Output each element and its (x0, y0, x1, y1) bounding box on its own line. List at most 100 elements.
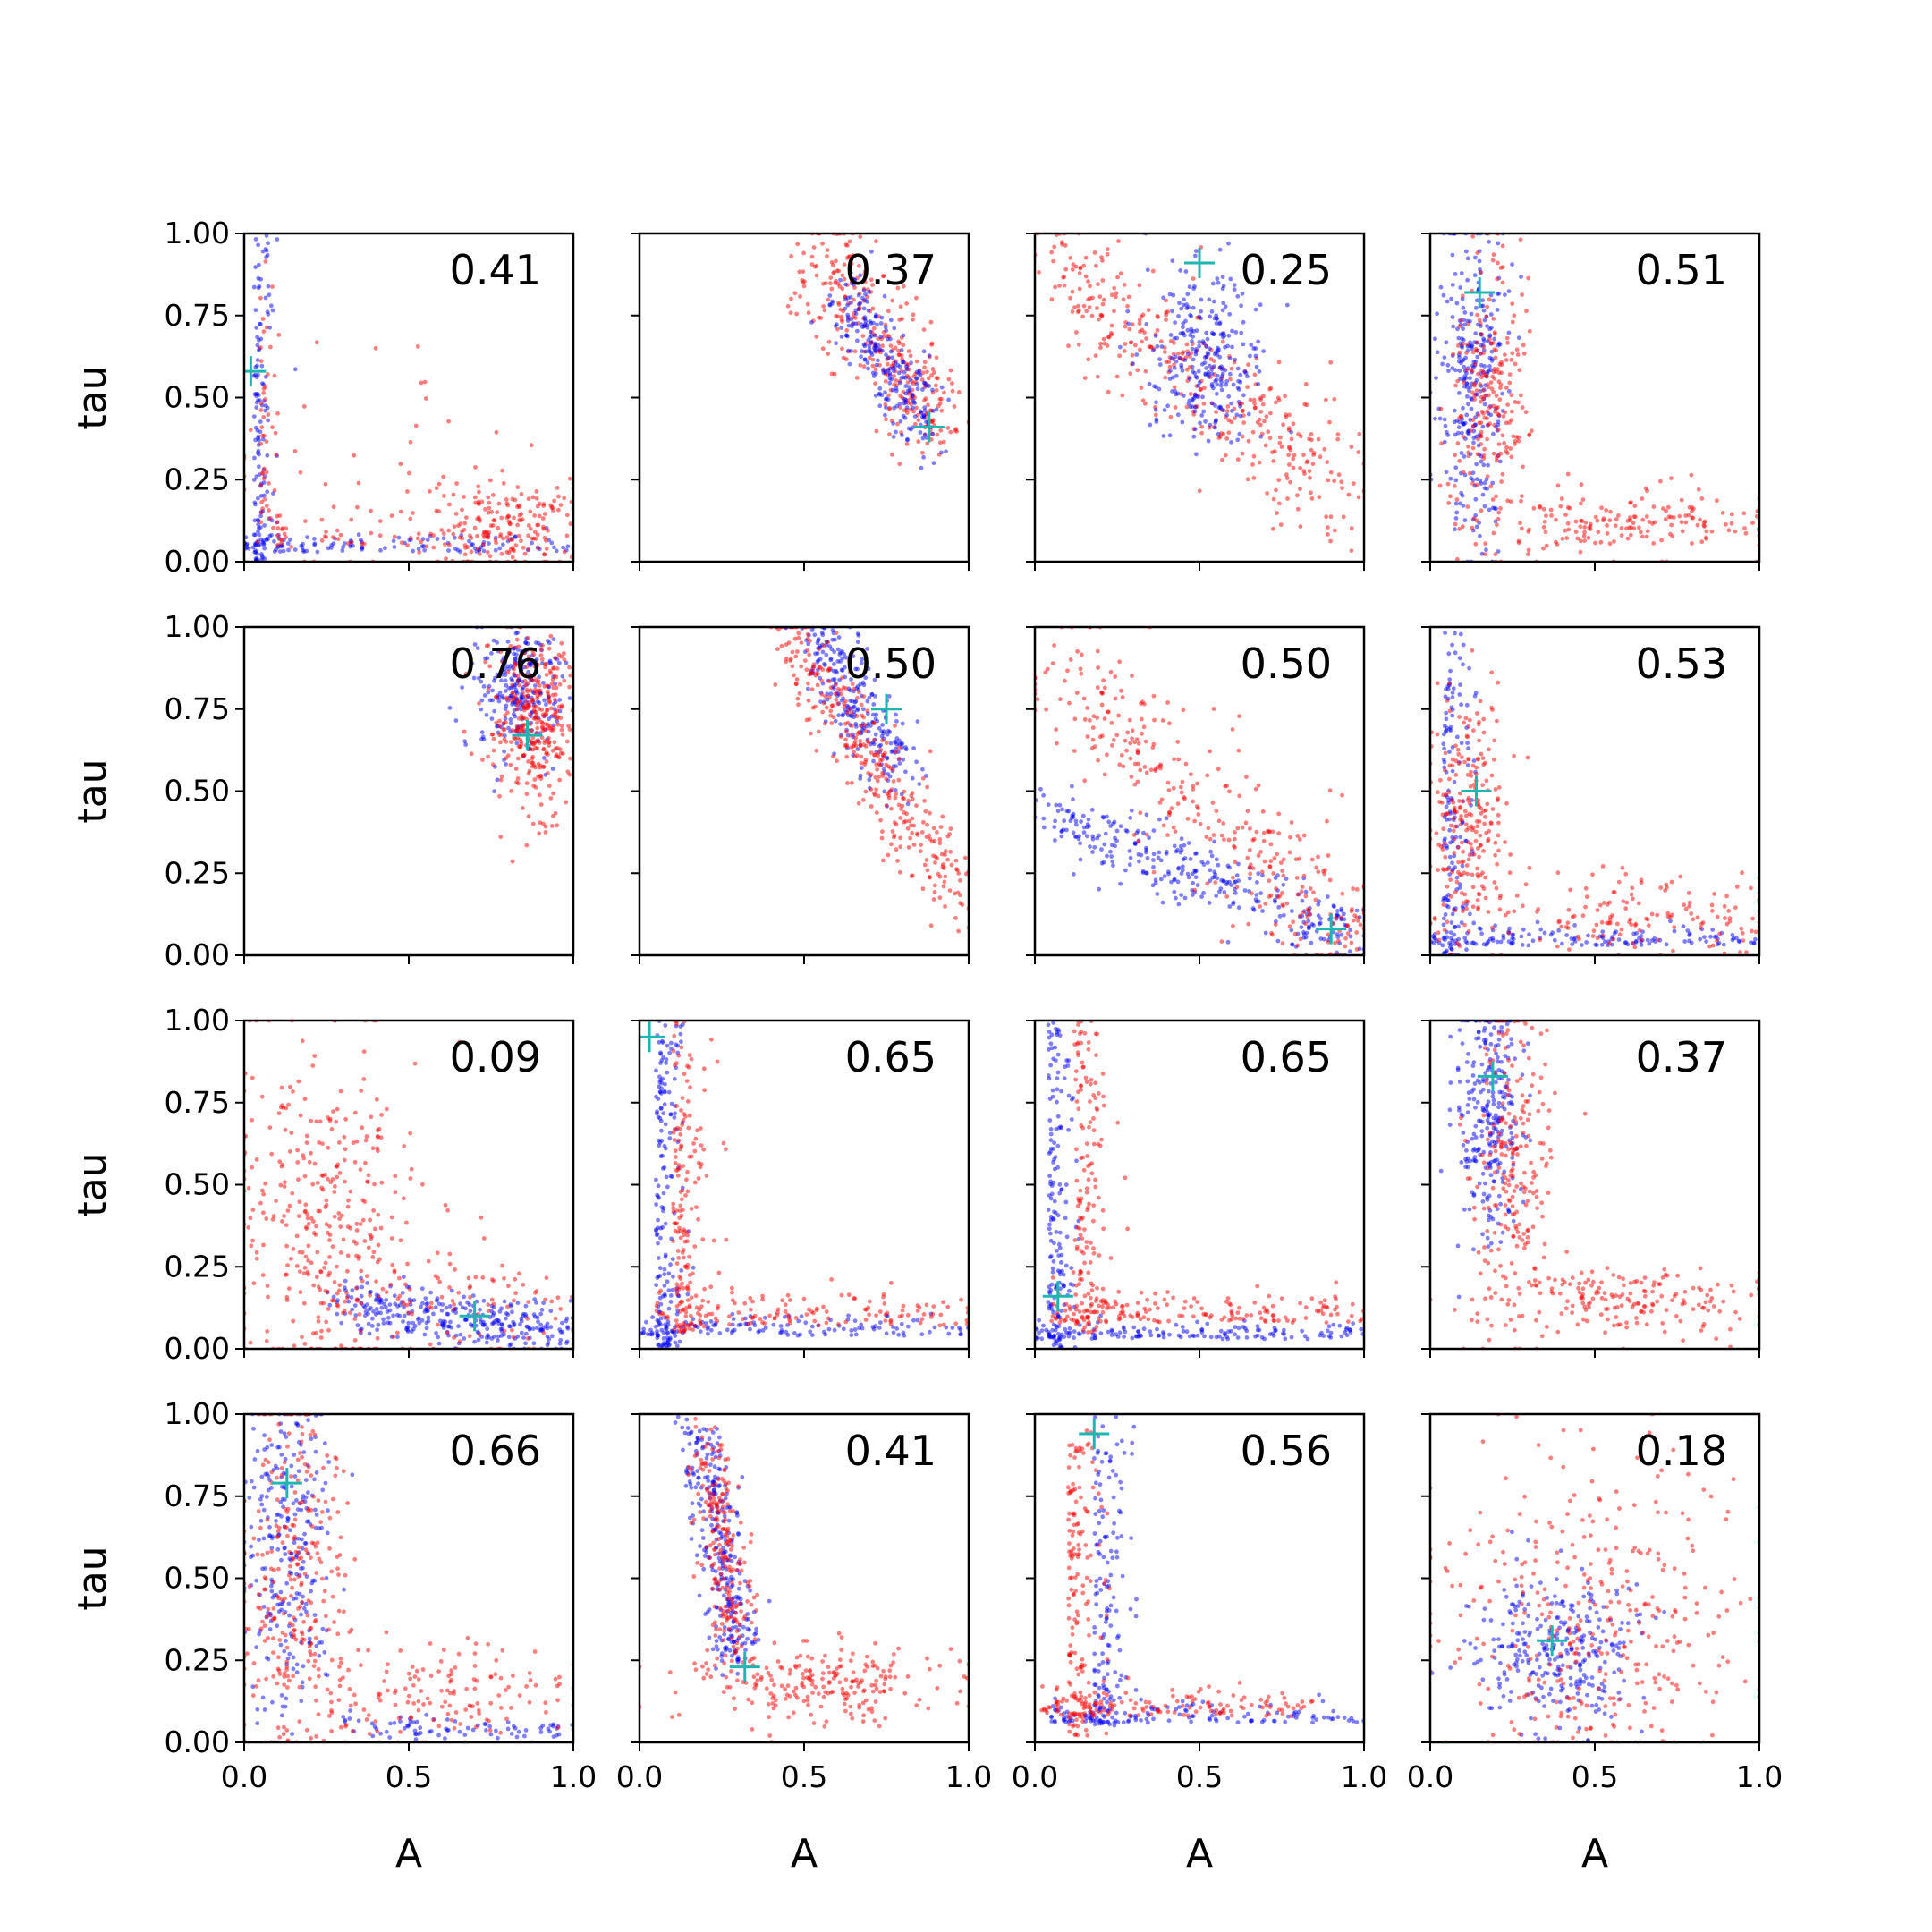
red-point (1607, 518, 1613, 522)
red-point (530, 760, 535, 766)
red-point (856, 730, 861, 734)
blue-point (1289, 928, 1294, 933)
red-point (1461, 859, 1466, 864)
blue-point (1441, 922, 1446, 928)
red-point (946, 377, 952, 382)
red-point (1601, 516, 1606, 521)
red-point (1704, 529, 1709, 534)
red-point (1045, 666, 1050, 672)
blue-point (391, 538, 396, 544)
red-point (1454, 940, 1460, 945)
blue-point (1445, 904, 1451, 910)
blue-point (859, 354, 863, 360)
red-point (835, 268, 840, 274)
red-point (352, 453, 357, 458)
red-point (1151, 869, 1157, 875)
best-fit-marker (1464, 277, 1496, 309)
red-point (1295, 506, 1301, 512)
blue-point (1469, 406, 1474, 411)
blue-point (899, 348, 904, 352)
blue-point (1223, 304, 1228, 309)
red-point (873, 381, 877, 386)
blue-point (846, 323, 852, 328)
red-point (1470, 763, 1476, 768)
blue-point (904, 405, 910, 410)
red-point (451, 492, 456, 497)
red-point (506, 513, 511, 519)
red-point (1237, 714, 1241, 719)
red-point (1477, 854, 1481, 860)
red-point (869, 750, 874, 755)
red-point (1280, 869, 1284, 873)
red-point (1502, 441, 1506, 445)
blue-point (1550, 930, 1555, 936)
blue-point (1457, 391, 1462, 395)
blue-point (1435, 311, 1439, 317)
red-point (1481, 716, 1487, 722)
blue-point (860, 349, 864, 353)
red-point (499, 733, 504, 737)
blue-point (877, 725, 882, 731)
blue-point (275, 237, 280, 242)
blue-point (856, 633, 861, 638)
red-point (814, 671, 818, 676)
red-point (1491, 403, 1496, 409)
red-point (1439, 801, 1445, 805)
red-point (928, 810, 932, 816)
red-point (925, 822, 929, 827)
red-point (447, 502, 452, 507)
red-point (1166, 788, 1172, 792)
red-point (849, 710, 854, 716)
blue-point (830, 301, 835, 306)
red-point (541, 524, 546, 530)
red-point (1508, 852, 1513, 857)
red-point (289, 544, 293, 549)
red-point (491, 748, 496, 753)
red-point (829, 703, 835, 708)
blue-point (300, 545, 305, 550)
blue-point (1192, 253, 1198, 258)
blue-point (922, 408, 928, 413)
blue-point (897, 364, 902, 369)
blue-point (832, 677, 837, 682)
red-point (553, 656, 558, 661)
blue-point (266, 312, 271, 317)
blue-point (1088, 844, 1092, 849)
red-point (1486, 910, 1491, 914)
red-point (536, 522, 541, 528)
blue-point (878, 321, 884, 326)
red-point (1226, 837, 1232, 843)
blue-point (251, 532, 257, 538)
red-point (1476, 756, 1480, 761)
red-point (1349, 909, 1354, 914)
blue-point (1227, 879, 1232, 885)
red-point (513, 767, 519, 771)
red-point (1090, 725, 1096, 730)
blue-point (1208, 314, 1213, 319)
blue-point (292, 367, 298, 372)
red-point (1598, 539, 1604, 545)
red-point (1497, 361, 1503, 367)
red-point (1481, 849, 1486, 853)
blue-point (530, 658, 536, 664)
red-point (1578, 524, 1583, 530)
red-point (1119, 753, 1124, 758)
red-point (859, 754, 864, 759)
blue-point (519, 696, 524, 701)
red-point (1515, 352, 1521, 357)
panel-2-3: 0.50 (1026, 625, 1366, 964)
blue-point (1203, 372, 1208, 377)
blue-point (1189, 329, 1194, 335)
blue-point (1176, 902, 1182, 907)
blue-point (889, 750, 894, 754)
blue-point (479, 679, 484, 684)
red-point (814, 273, 819, 278)
red-point (1303, 894, 1309, 899)
red-point (349, 539, 354, 545)
blue-point (888, 741, 894, 746)
red-point (303, 519, 308, 523)
red-point (1199, 430, 1204, 436)
red-point (1102, 772, 1107, 777)
red-point (447, 542, 452, 547)
red-point (567, 665, 572, 670)
